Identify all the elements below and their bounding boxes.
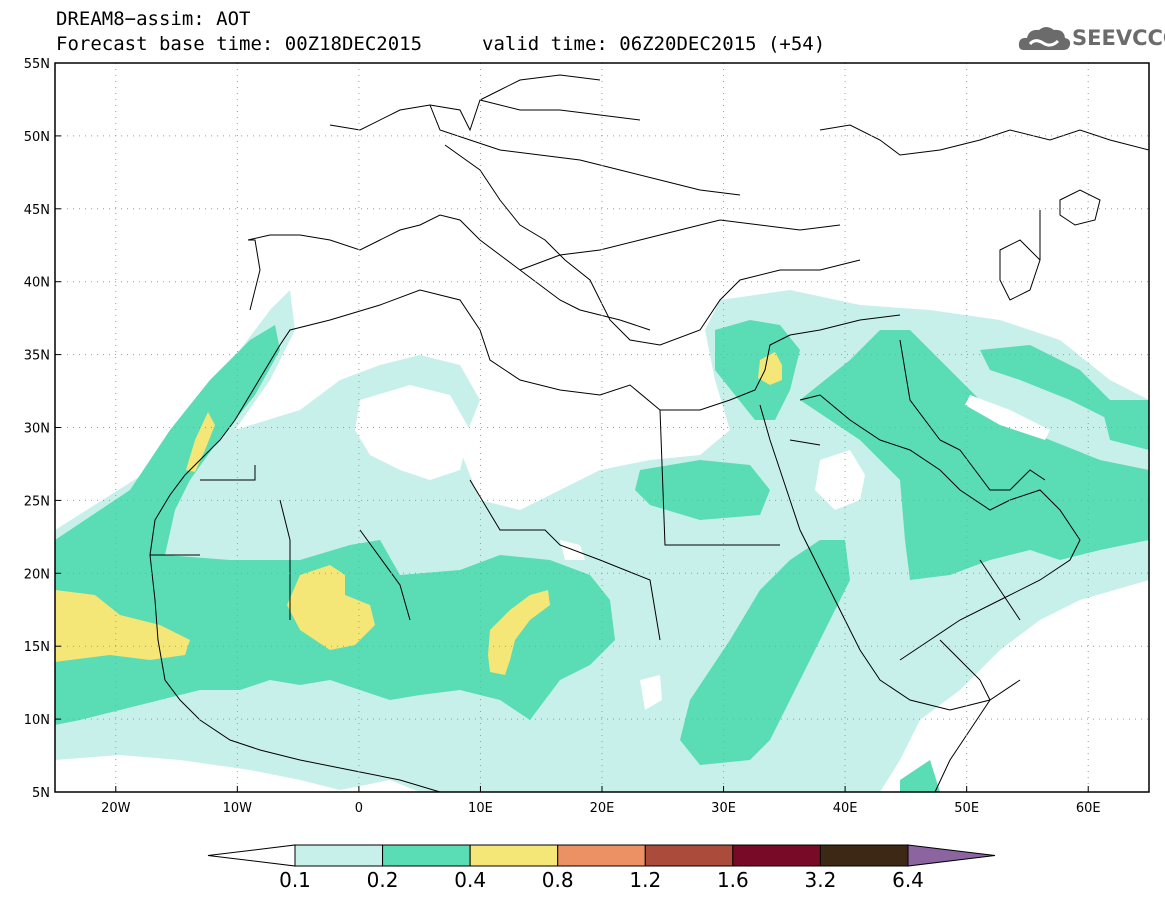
colorbar-level-label: 0.8 xyxy=(541,868,574,892)
colorbar-level-label: 1.2 xyxy=(629,868,662,892)
lat-tick-label: 35N xyxy=(24,349,50,364)
colorbar-level-label: 3.2 xyxy=(804,868,837,892)
lon-tick-label: 30E xyxy=(711,801,736,816)
lon-tick-label: 50E xyxy=(954,801,979,816)
lat-tick-label: 5N xyxy=(32,786,50,801)
seevccc-logo: SEEVCCC xyxy=(1016,22,1165,56)
aot-level-below-0-1 xyxy=(355,385,1050,710)
lat-tick-label: 15N xyxy=(24,640,50,655)
lon-tick-label: 10E xyxy=(468,801,493,816)
lat-tick-label: 55N xyxy=(24,57,50,72)
lat-tick-label: 25N xyxy=(24,494,50,509)
lat-tick-label: 50N xyxy=(24,130,50,145)
valid-time: valid time: 06Z20DEC2015 (+54) xyxy=(482,33,826,55)
lon-tick-label: 10W xyxy=(223,801,253,816)
gridlines xyxy=(55,63,1149,792)
colorbar-level-label: 0.2 xyxy=(366,868,399,892)
lon-tick-label: 40E xyxy=(833,801,858,816)
colorbar-level-label: 1.6 xyxy=(716,868,749,892)
lat-tick-label: 20N xyxy=(24,567,50,582)
lat-tick-label: 10N xyxy=(24,713,50,728)
colorbar-level-label: 0.4 xyxy=(454,868,487,892)
colorbar-level-label: 0.1 xyxy=(279,868,311,892)
logo-text: SEEVCCC xyxy=(1072,26,1165,50)
lat-tick-label: 45N xyxy=(24,203,50,218)
coastlines xyxy=(149,74,1149,792)
cloud-icon xyxy=(1018,27,1071,50)
axis-ticks: 55N 50N 45N 40N 35N 30N 25N 20N 15N 10N 5N 20W 10W 0 1… xyxy=(24,57,1101,816)
aot-shading xyxy=(55,290,1149,792)
lon-tick-label: 20E xyxy=(590,801,615,816)
lon-tick-label: 0 xyxy=(355,801,363,816)
lon-tick-label: 60E xyxy=(1076,801,1101,816)
colorbar-level-label: 6.4 xyxy=(892,868,924,892)
aot-level-0-4 xyxy=(55,352,782,675)
lat-tick-label: 40N xyxy=(24,276,50,291)
map-title: DREAM8−assim: AOT xyxy=(56,8,251,30)
lon-tick-label: 20W xyxy=(101,801,131,816)
aot-level-0-2 xyxy=(55,320,1149,792)
lat-tick-label: 30N xyxy=(24,422,50,437)
forecast-base-time: Forecast base time: 00Z18DEC2015 xyxy=(56,33,423,55)
